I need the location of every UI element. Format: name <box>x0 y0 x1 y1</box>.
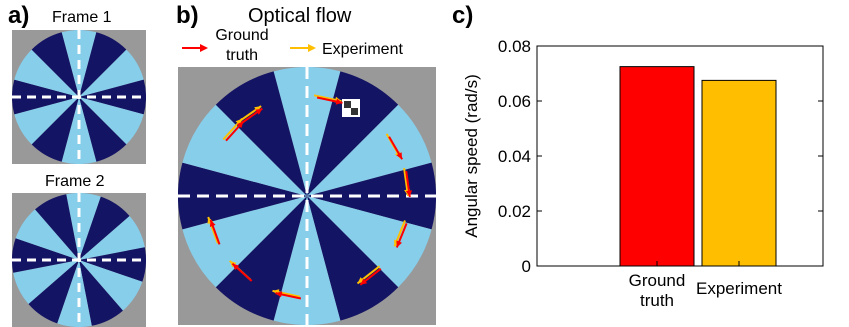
y-tick-label: 0 <box>522 257 531 276</box>
ground-truth-flow-vector-4 <box>405 171 412 198</box>
frame-2-sector-2 <box>79 216 145 260</box>
optical-flow-sector-10 <box>182 104 307 196</box>
frame-1-sector-11 <box>31 32 79 97</box>
frame-1-sector-6 <box>61 97 97 164</box>
frame-2-sectors <box>12 193 146 327</box>
frame-2-label: Frame 2 <box>45 173 105 190</box>
legend-ground-truth-arrowhead <box>200 44 208 52</box>
frame-2-sector-8 <box>13 260 80 304</box>
frame-1-sector-1 <box>79 32 127 97</box>
optical-flow-sector-4 <box>307 196 432 288</box>
optical-flow-sector-11 <box>215 71 307 196</box>
optical-flow-title: Optical flow <box>248 5 352 27</box>
bar-experiment <box>701 79 777 267</box>
frame-1-sectors <box>12 30 146 164</box>
experiment-flow-vector-1 <box>237 105 262 123</box>
legend-ground-truth: Ground truth <box>182 28 269 64</box>
x-category-label-1-line-0: Experiment <box>696 279 782 298</box>
frame-2-sector-3 <box>79 247 146 282</box>
frame-1-sector-8 <box>14 97 80 145</box>
frame-2-sector-1 <box>79 196 130 260</box>
ground-truth-flow-vector-7 <box>275 291 302 300</box>
frame-2-sector-7 <box>28 260 79 324</box>
ground-truth-flow-vector-5 <box>395 223 408 248</box>
frame-2-sector-0 <box>66 193 101 260</box>
optical-flow-sector-8 <box>182 196 307 288</box>
optical-flow-image <box>178 67 436 325</box>
frame-2-sector-11 <box>35 194 79 260</box>
frame-2-sector-10 <box>15 209 79 260</box>
legend-experiment-arrowhead <box>308 44 316 52</box>
frame-1-sector-3 <box>79 79 146 115</box>
legend-ground-truth-label-line-2: truth <box>226 47 258 64</box>
optical-flow-sector-2 <box>307 104 432 196</box>
legend-experiment: Experiment <box>290 41 403 58</box>
optical-flow-sector-7 <box>215 196 307 321</box>
frame-1-sector-4 <box>79 97 144 145</box>
x-category-label-0-line-0: Ground <box>629 271 686 290</box>
ground-truth-flow-vector-3 <box>388 136 403 160</box>
frame-2-sector-4 <box>79 260 143 311</box>
panel-a-letter: a) <box>8 2 30 29</box>
y-tick-label: 0.06 <box>498 92 531 111</box>
optical-flow-sector-5 <box>307 196 399 321</box>
frame-2-sector-5 <box>79 260 123 326</box>
optical-flow-vectors <box>207 94 412 300</box>
x-category-label-0-line-1: truth <box>640 291 674 310</box>
plot-area-frame <box>536 45 824 267</box>
frame-1-sector-10 <box>14 49 80 97</box>
checkerboard-marker-icon <box>342 99 360 117</box>
ground-truth-flow-vector-1 <box>240 107 263 125</box>
frame-1-sector-2 <box>79 49 144 97</box>
y-axis-title: Angular speed (rad/s) <box>462 74 481 237</box>
bars <box>619 66 777 267</box>
y-axis-ticks: 0 0.02 0.04 0.06 0.08 <box>498 37 823 276</box>
frame-1-sector-5 <box>79 97 127 162</box>
optical-flow-sector-1 <box>307 71 399 196</box>
frame-2-sector-9 <box>12 238 80 273</box>
ground-truth-flow-vector-9 <box>209 219 221 245</box>
frame-1-sector-7 <box>31 97 79 162</box>
ground-truth-flow-vector-8 <box>231 262 253 282</box>
bar-ground-truth <box>619 66 695 267</box>
y-tick-label: 0.02 <box>498 202 531 221</box>
legend-ground-truth-label-line-1: Ground <box>215 28 268 44</box>
frame-1-image <box>12 30 146 164</box>
optical-flow-legend: Ground truth Experiment <box>182 28 403 64</box>
legend-experiment-label: Experiment <box>322 41 403 58</box>
frame-2-image <box>12 193 146 327</box>
y-tick-label: 0.04 <box>498 147 531 166</box>
ground-truth-flow-vector-2 <box>316 96 343 105</box>
frame-2-sector-6 <box>57 260 92 327</box>
ground-truth-flow-vector-6 <box>359 268 382 286</box>
y-tick-label: 0.08 <box>498 37 531 56</box>
angular-speed-chart: Angular speed (rad/s) 00.020.040.060.08 … <box>462 37 824 310</box>
frame-1-label: Frame 1 <box>52 9 112 26</box>
panel-c-letter: c) <box>452 2 474 29</box>
panel-b-letter: b) <box>176 2 199 29</box>
